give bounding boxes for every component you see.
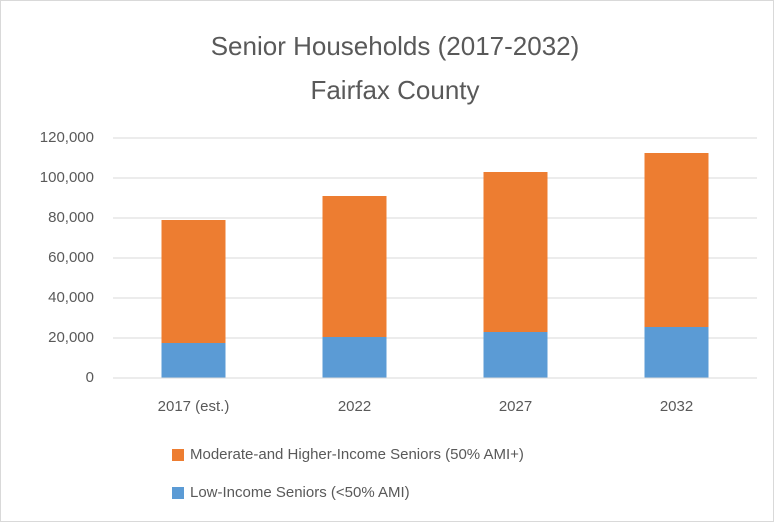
legend-swatch (172, 487, 184, 499)
legend-label: Moderate-and Higher-Income Seniors (50% … (190, 446, 524, 463)
legend-label: Low-Income Seniors (<50% AMI) (190, 484, 410, 501)
bar-segment (483, 172, 548, 332)
y-tick-label: 40,000 (48, 289, 94, 306)
y-tick-label: 120,000 (40, 129, 94, 146)
bar-segment (161, 220, 226, 343)
bar-segment (322, 337, 387, 378)
bar-segment (322, 196, 387, 337)
x-tick-label: 2032 (660, 398, 693, 415)
y-tick-label: 60,000 (48, 249, 94, 266)
y-tick-label: 0 (86, 369, 94, 386)
x-tick-label: 2017 (est.) (158, 398, 230, 415)
y-tick-label: 80,000 (48, 209, 94, 226)
bar-segment (644, 153, 709, 327)
bar-segment (161, 343, 226, 378)
chart-title: Senior Households (2017-2032) (211, 31, 580, 61)
y-tick-label: 20,000 (48, 329, 94, 346)
bar-segment (644, 327, 709, 378)
bar-segment (483, 332, 548, 378)
y-tick-label: 100,000 (40, 169, 94, 186)
chart-subtitle: Fairfax County (310, 75, 479, 105)
x-tick-label: 2022 (338, 398, 371, 415)
x-tick-label: 2027 (499, 398, 532, 415)
legend-swatch (172, 449, 184, 461)
